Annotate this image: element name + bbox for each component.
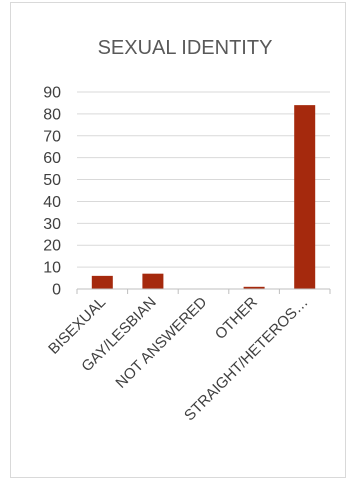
y-tick-label: 20	[43, 238, 61, 255]
y-tick-label: 80	[43, 106, 61, 123]
y-tick-label: 50	[43, 172, 61, 189]
y-axis: 0 10 20 30 40 50 60 70 80 90	[43, 85, 61, 299]
bar-bisexual	[91, 275, 113, 289]
x-category-label: NOT ANSWERED	[112, 294, 210, 392]
y-tick-label: 30	[43, 216, 61, 233]
bar-other	[243, 286, 265, 289]
x-category-label: OTHER	[212, 294, 261, 343]
y-tick-label: 0	[52, 282, 61, 299]
y-tick-label: 70	[43, 128, 61, 145]
gridlines	[77, 91, 330, 268]
y-tick-label: 40	[43, 194, 61, 211]
y-tick-label: 90	[43, 85, 61, 102]
chart-frame	[10, 2, 346, 478]
y-tick-label: 10	[43, 260, 61, 277]
bars	[91, 105, 316, 289]
bar-gay-lesbian	[142, 273, 164, 289]
y-tick-label: 60	[43, 150, 61, 167]
chart-title: SEXUAL IDENTITY	[98, 37, 273, 59]
bar-straight-heteros	[294, 105, 316, 289]
